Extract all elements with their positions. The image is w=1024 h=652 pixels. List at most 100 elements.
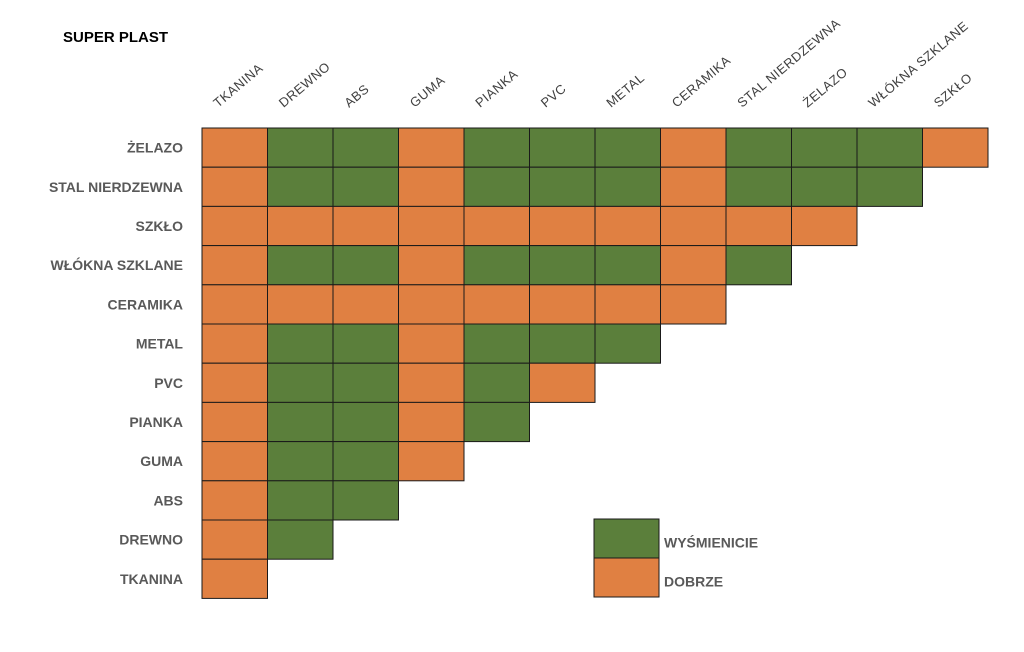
chart-title: SUPER PLAST (63, 29, 168, 46)
cell-stal-nierdzewna-metal (594, 166, 661, 207)
cell-ceramika-abs (332, 284, 399, 325)
cell-ceramika-pvc (529, 284, 596, 325)
legend: WYŚMIENICIE DOBRZE (593, 518, 758, 598)
cell-guma-guma (398, 441, 465, 482)
cell-zelazo-abs (332, 127, 399, 168)
cell-zelazo-pianka (463, 127, 530, 168)
cell-ceramika-metal (594, 284, 661, 325)
cell-metal-pvc (529, 323, 596, 364)
row-label-zelazo: ŻELAZO (127, 140, 183, 156)
cell-metal-abs (332, 323, 399, 364)
row-label-metal: METAL (136, 336, 184, 352)
cell-szklo-abs (332, 205, 399, 247)
cell-metal-metal (594, 323, 661, 364)
cell-pianka-pianka (463, 401, 530, 443)
cell-stal-nierdzewna-pvc (529, 166, 596, 207)
cell-zelazo-ceramika (660, 127, 727, 168)
column-label-pianka: PIANKA (472, 66, 520, 110)
column-labels: TKANINA DREWNO ABS GUMA PIANKA PVC METAL CERAMI… (210, 16, 975, 111)
cell-zelazo-stal-nierdzewna (725, 127, 792, 168)
cell-metal-guma (398, 323, 465, 364)
cell-pvc-pianka (463, 362, 530, 403)
cell-ceramika-guma (398, 284, 465, 325)
column-label-metal: METAL (603, 70, 647, 110)
cell-drewno-tkanina (201, 519, 268, 560)
cell-wlokna-szklane-drewno (267, 245, 334, 286)
cell-szklo-stal-nierdzewna (725, 205, 792, 247)
cell-ceramika-drewno (267, 284, 334, 325)
legend-label-wysmienicie: WYŚMIENICIE (664, 534, 758, 551)
cell-metal-drewno (267, 323, 334, 364)
cell-wlokna-szklane-stal-nierdzewna (725, 245, 792, 286)
cell-szklo-drewno (267, 205, 334, 247)
cell-szklo-tkanina (201, 205, 268, 247)
cell-szklo-pianka (463, 205, 530, 247)
cell-metal-tkanina (201, 323, 268, 364)
row-label-abs: ABS (153, 492, 183, 508)
cell-drewno-drewno (267, 519, 334, 560)
cell-stal-nierdzewna-zelazo (791, 166, 858, 207)
cell-stal-nierdzewna-drewno (267, 166, 334, 207)
cell-tkanina-tkanina (201, 558, 268, 599)
cell-stal-nierdzewna-ceramika (660, 166, 727, 207)
row-label-ceramika: CERAMIKA (108, 296, 183, 312)
row-label-pianka: PIANKA (129, 414, 183, 430)
column-label-drewno: DREWNO (276, 59, 333, 110)
cell-wlokna-szklane-tkanina (201, 245, 268, 286)
cell-stal-nierdzewna-guma (398, 166, 465, 207)
cell-guma-drewno (267, 441, 334, 482)
column-label-abs: ABS (341, 81, 372, 110)
cell-abs-tkanina (201, 480, 268, 521)
cell-stal-nierdzewna-stal-nierdzewna (725, 166, 792, 207)
cell-stal-nierdzewna-wlokna-szklane (856, 166, 923, 207)
cell-wlokna-szklane-pvc (529, 245, 596, 286)
row-label-stal-nierdzewna: STAL NIERDZEWNA (49, 179, 183, 195)
column-label-szklo: SZKŁO (931, 70, 975, 110)
cell-szklo-guma (398, 205, 465, 247)
cell-ceramika-tkanina (201, 284, 268, 325)
row-label-drewno: DREWNO (119, 532, 183, 548)
cell-guma-abs (332, 441, 399, 482)
cell-wlokna-szklane-ceramika (660, 245, 727, 286)
cell-szklo-pvc (529, 205, 596, 247)
cell-zelazo-wlokna-szklane (856, 127, 923, 168)
cell-stal-nierdzewna-pianka (463, 166, 530, 207)
row-label-tkanina: TKANINA (120, 571, 183, 587)
column-label-pvc: PVC (538, 81, 569, 111)
cell-pianka-tkanina (201, 401, 268, 443)
cell-zelazo-drewno (267, 127, 334, 168)
cell-wlokna-szklane-abs (332, 245, 399, 286)
cell-abs-drewno (267, 480, 334, 521)
cell-pianka-abs (332, 401, 399, 443)
column-label-guma: GUMA (407, 72, 448, 110)
cell-wlokna-szklane-pianka (463, 245, 530, 286)
cell-zelazo-pvc (529, 127, 596, 168)
cell-szklo-metal (594, 205, 661, 247)
cell-metal-pianka (463, 323, 530, 364)
cell-pvc-abs (332, 362, 399, 403)
matrix-cells (201, 127, 989, 599)
cell-zelazo-zelazo (791, 127, 858, 168)
legend-swatch-dobrze (593, 557, 660, 598)
cell-pianka-guma (398, 401, 465, 443)
cell-ceramika-ceramika (660, 284, 727, 325)
column-label-stal-nierdzewna: STAL NIERDZEWNA (734, 16, 843, 111)
cell-zelazo-szklo (922, 127, 989, 168)
cell-stal-nierdzewna-tkanina (201, 166, 268, 207)
cell-abs-abs (332, 480, 399, 521)
cell-pianka-drewno (267, 401, 334, 443)
cell-szklo-zelazo (791, 205, 858, 247)
cell-pvc-drewno (267, 362, 334, 403)
cell-pvc-guma (398, 362, 465, 403)
row-label-guma: GUMA (140, 453, 183, 469)
cell-pvc-pvc (529, 362, 596, 403)
row-label-szklo: SZKŁO (136, 218, 184, 234)
cell-stal-nierdzewna-abs (332, 166, 399, 207)
column-label-ceramika: CERAMIKA (669, 53, 734, 111)
cell-zelazo-guma (398, 127, 465, 168)
cell-wlokna-szklane-guma (398, 245, 465, 286)
cell-wlokna-szklane-metal (594, 245, 661, 286)
row-labels: ŻELAZO STAL NIERDZEWNA SZKŁO WŁÓKNA SZKLANE… (49, 140, 183, 587)
column-label-zelazo: ŻELAZO (800, 64, 851, 110)
